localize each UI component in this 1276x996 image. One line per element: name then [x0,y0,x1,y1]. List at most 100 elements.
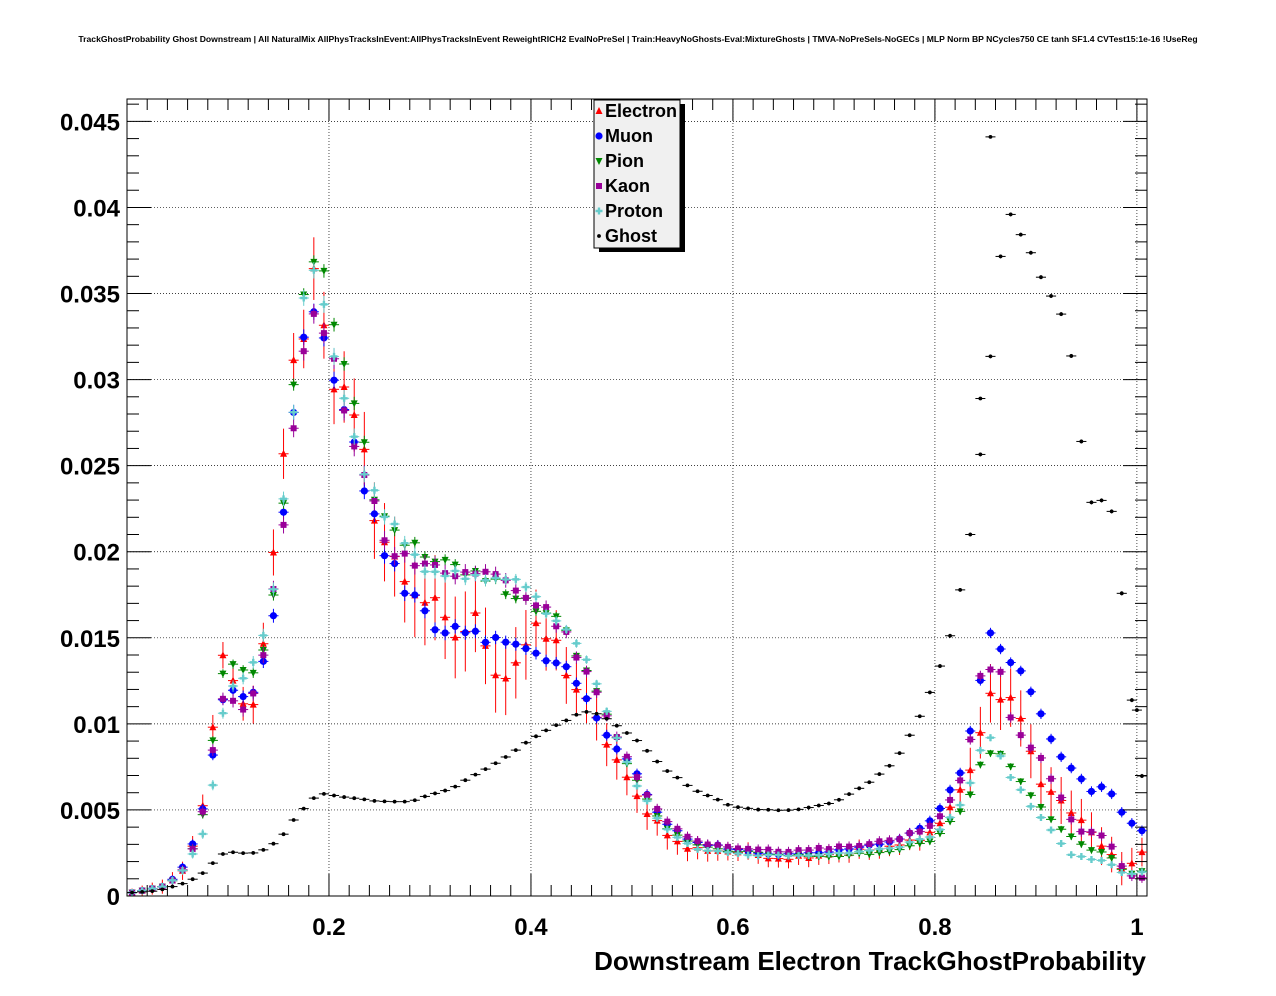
data-point [552,659,560,667]
legend-marker [595,107,603,114]
data-point [1138,868,1146,876]
data-point [603,707,611,715]
data-point [542,657,550,665]
data-point [330,352,338,360]
data-point [776,808,781,813]
data-point [443,788,448,793]
data-point [825,846,832,853]
data-point [684,833,691,840]
data-point [1057,826,1065,834]
data-point [219,695,226,702]
data-point [1008,212,1013,217]
data-point [401,589,409,597]
data-point [674,825,681,832]
data-point [916,828,923,835]
data-point [320,330,327,337]
data-point [956,808,964,816]
data-point [1018,232,1023,237]
data-point [401,577,409,585]
data-point [867,780,872,785]
data-point [1007,693,1015,701]
y-tick-label: 0.03 [73,368,120,395]
legend-entry-pion: Pion [595,151,644,171]
data-point [261,847,266,852]
data-point [574,712,579,717]
data-point [986,750,994,758]
data-point [1039,275,1043,280]
data-point [1098,832,1105,839]
data-point [654,805,661,812]
data-point [988,354,993,359]
data-point [562,671,570,679]
data-point [724,848,732,856]
data-point [441,556,449,564]
data-point [290,381,298,389]
data-point [946,813,954,821]
data-point [936,830,944,838]
data-point [1118,863,1125,870]
data-point [976,761,984,769]
data-point [522,645,530,653]
data-point [694,845,702,853]
data-point [796,807,801,812]
data-point [522,583,530,591]
data-point [987,666,994,673]
data-point [1109,509,1114,514]
legend-entry-muon: Muon [595,126,653,146]
data-point [806,805,811,810]
data-point [673,837,681,845]
data-point [524,740,528,745]
data-point [1049,294,1053,298]
data-point [584,709,589,714]
data-point [663,825,671,833]
data-point [251,851,256,855]
data-point [380,552,389,560]
data-point [320,300,328,308]
data-point [1037,803,1045,811]
data-point [160,887,165,892]
data-point [594,711,599,716]
data-point [1108,790,1116,798]
data-point [986,689,994,697]
data-point [746,806,750,811]
data-point [411,551,419,559]
data-point [341,407,348,414]
data-point [1067,851,1075,859]
data-point [573,654,580,661]
data-point [190,877,195,882]
data-point [926,833,934,841]
data-point [815,851,823,859]
data-point [714,842,721,849]
data-point [552,636,560,644]
data-point [269,585,277,593]
data-point [441,613,449,621]
data-point [300,294,308,302]
legend-entry-kaon: Kaon [596,176,650,196]
data-point [1007,773,1015,781]
data-point [290,356,298,364]
data-point [572,679,581,687]
data-point [231,850,235,855]
data-point [189,850,197,858]
data-point [382,799,387,804]
data-point [1017,667,1025,675]
data-point [543,604,550,611]
data-point [948,633,952,638]
data-point [1047,787,1055,795]
data-point [847,792,851,797]
data-point [704,847,712,855]
y-tick-label: 0 [107,884,120,911]
data-point [1128,859,1136,867]
data-point [340,382,348,390]
data-point [593,689,600,696]
data-point [685,783,690,788]
data-point [402,799,407,804]
data-point [199,830,207,838]
data-point [1088,828,1095,835]
y-tick-label: 0.01 [73,712,120,739]
data-point [956,785,964,793]
data-point [877,772,882,777]
data-point [431,568,439,576]
data-point [1017,786,1025,794]
